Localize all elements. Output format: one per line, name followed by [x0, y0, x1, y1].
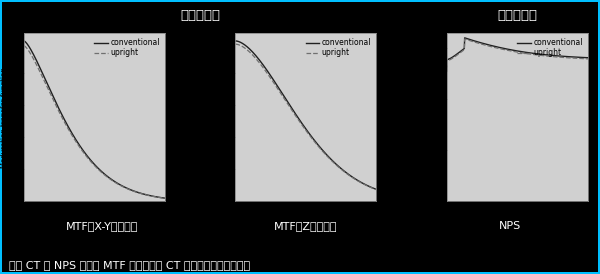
upright	[546, 55, 553, 58]
conventional	[109, 179, 116, 182]
conventional	[37, 68, 44, 72]
conventional	[76, 144, 83, 147]
conventional	[460, 47, 467, 50]
X-axis label: Spatial frequency (cycles/mm): Spatial frequency (cycles/mm)	[464, 213, 571, 219]
Line: upright: upright	[235, 44, 377, 190]
conventional	[320, 150, 328, 154]
upright	[490, 45, 497, 49]
upright	[460, 48, 467, 52]
conventional	[545, 53, 553, 57]
conventional	[67, 128, 74, 132]
upright	[584, 57, 592, 61]
conventional	[490, 44, 497, 48]
X-axis label: Spatial frequency (cycles/mm): Spatial frequency (cycles/mm)	[41, 213, 148, 219]
Y-axis label: Moduration transfer function: Moduration transfer function	[1, 67, 7, 168]
upright	[37, 72, 44, 76]
conventional	[161, 196, 169, 200]
Text: 空間分解能: 空間分解能	[180, 9, 220, 22]
conventional	[584, 56, 592, 59]
conventional	[123, 186, 130, 190]
upright	[249, 53, 256, 56]
Legend: conventional, upright: conventional, upright	[92, 37, 161, 59]
conventional	[461, 36, 468, 39]
upright	[443, 70, 451, 74]
conventional	[249, 50, 256, 53]
conventional	[232, 39, 239, 42]
conventional	[500, 47, 507, 50]
upright	[373, 188, 380, 191]
upright	[109, 179, 116, 182]
Y-axis label: Moduration transfer function: Moduration transfer function	[212, 67, 218, 168]
upright	[320, 152, 328, 155]
conventional	[288, 106, 295, 109]
upright	[20, 44, 28, 47]
upright	[334, 165, 341, 168]
upright	[232, 42, 239, 46]
upright	[334, 164, 341, 168]
conventional	[122, 186, 130, 189]
conventional	[546, 53, 553, 57]
upright	[532, 53, 539, 56]
Text: ノイズ特性: ノイズ特性	[497, 9, 538, 22]
conventional	[20, 39, 28, 42]
Line: conventional: conventional	[235, 41, 377, 189]
Line: upright: upright	[447, 39, 588, 72]
Line: conventional: conventional	[24, 41, 165, 198]
Text: 立位 CT の NPS 曲線と MTF 曲線は臥位 CT とほぼ同等であった。: 立位 CT の NPS 曲線と MTF 曲線は臥位 CT とほぼ同等であった。	[9, 260, 250, 270]
Legend: conventional, upright: conventional, upright	[515, 37, 584, 59]
upright	[161, 197, 169, 200]
Line: conventional: conventional	[447, 38, 588, 71]
upright	[500, 48, 507, 51]
Text: MTF（Z軸方向）: MTF（Z軸方向）	[274, 221, 338, 231]
upright	[288, 108, 295, 111]
conventional	[373, 188, 380, 191]
X-axis label: Spatial frequency (cycles/mm): Spatial frequency (cycles/mm)	[253, 213, 359, 219]
Y-axis label: Noise power spectrum: Noise power spectrum	[419, 78, 425, 156]
Text: MTF（X-Y軸方向）: MTF（X-Y軸方向）	[66, 221, 139, 231]
Line: upright: upright	[24, 46, 165, 198]
upright	[122, 186, 130, 190]
upright	[278, 93, 285, 96]
upright	[67, 130, 74, 133]
conventional	[443, 69, 451, 73]
upright	[76, 146, 83, 149]
conventional	[334, 164, 341, 167]
Text: NPS: NPS	[499, 221, 521, 231]
upright	[461, 37, 468, 41]
conventional	[334, 164, 341, 167]
upright	[123, 187, 130, 190]
conventional	[278, 91, 285, 94]
Legend: conventional, upright: conventional, upright	[304, 37, 373, 59]
upright	[545, 55, 553, 58]
conventional	[532, 52, 539, 55]
